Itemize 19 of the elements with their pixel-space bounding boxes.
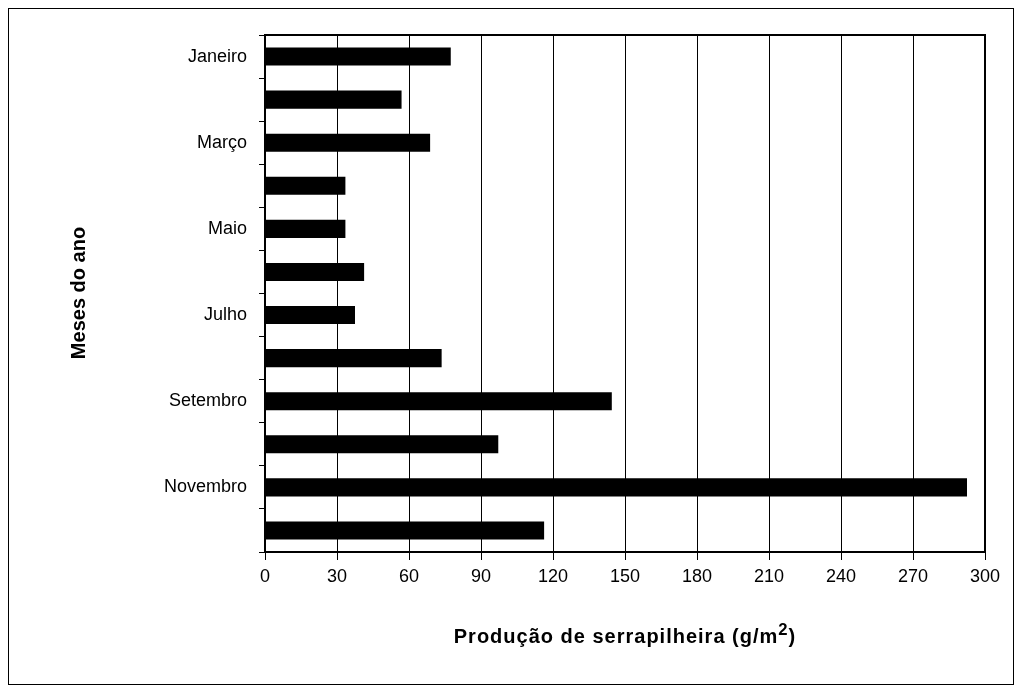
y-tick-label: Setembro xyxy=(168,390,247,411)
x-tick-label: 240 xyxy=(825,565,857,586)
y-tick-label: Março xyxy=(196,131,247,152)
x-axis-title: Produção de serrapilheira (g/m$^{2}$) xyxy=(452,620,798,648)
x-tick-label: 30 xyxy=(326,565,348,586)
x-tick-label: 60 xyxy=(398,565,420,586)
x-tick-label: 270 xyxy=(897,565,929,586)
y-tick-label: Janeiro xyxy=(187,45,247,66)
y-axis-title: Meses do ano xyxy=(66,226,90,360)
x-tick-label: 90 xyxy=(470,565,492,586)
y-tick-label: Novembro xyxy=(163,476,247,497)
x-tick-label: 120 xyxy=(537,565,569,586)
x-tick-label: 210 xyxy=(753,565,785,586)
y-tick-label: Julho xyxy=(203,304,247,325)
y-tick-label: Maio xyxy=(207,217,247,238)
x-tick-label: 150 xyxy=(609,565,641,586)
x-tick-label: 180 xyxy=(681,565,713,586)
x-tick-label: 300 xyxy=(969,565,1001,586)
x-tick-label: 0 xyxy=(259,565,271,586)
